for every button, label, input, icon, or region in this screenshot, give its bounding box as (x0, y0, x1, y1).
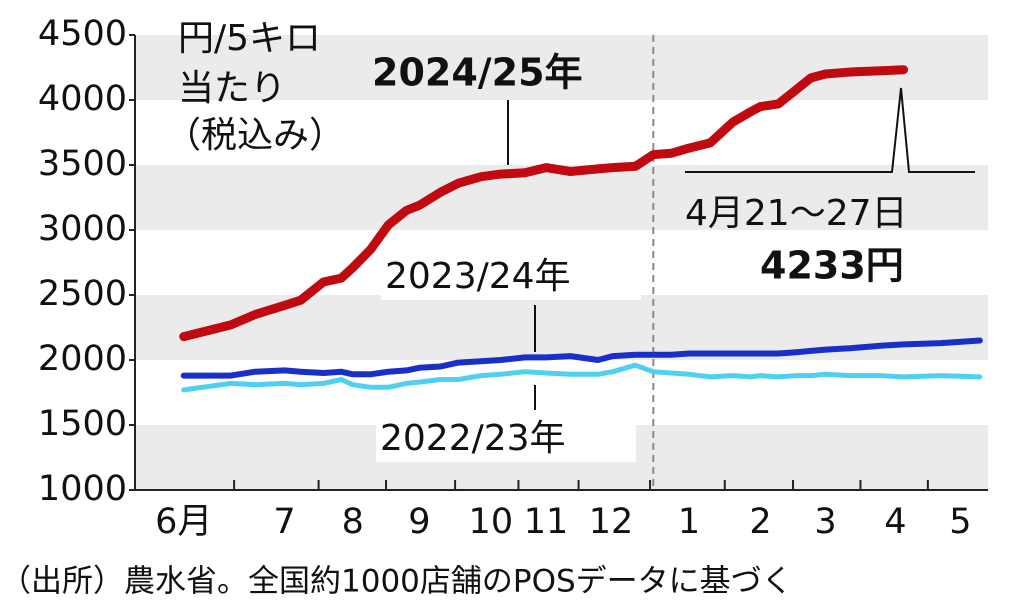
x-tick-label: 8 (342, 502, 364, 542)
y-tick-label: 1000 (38, 469, 127, 509)
x-tick-label: 3 (814, 502, 836, 542)
series-line (180, 337, 983, 379)
callout-date: 4月21～27日 (685, 193, 908, 234)
series-label: 2023/24年 (385, 256, 571, 297)
series-label: 2024/25年 (372, 51, 583, 95)
series-label: 2022/23年 (380, 418, 566, 459)
x-tick-label: 2 (749, 502, 771, 542)
y-tick-label: 3500 (38, 144, 127, 184)
x-tick-label: 6月 (155, 502, 212, 542)
x-tick-label: 5 (949, 502, 971, 542)
callout-value: 4233円 (760, 244, 904, 288)
x-tick-label: 4 (884, 502, 906, 542)
leader-line (685, 87, 975, 173)
y-tick-label: 4500 (38, 14, 127, 54)
source: （出所）農水省。全国約1000店舗のPOSデータに基づく (0, 564, 793, 600)
unit-label: 円/5キロ 当たり （税込み） (165, 18, 345, 156)
unit-line: （税込み） (165, 115, 345, 156)
x-tick-label: 1 (678, 502, 700, 542)
y-tick-label: 4000 (38, 79, 127, 119)
x-tick-label: 12 (589, 502, 634, 542)
band (135, 35, 988, 100)
x-tick-label: 10 (469, 502, 514, 542)
x-tick-label: 9 (408, 502, 430, 542)
x-tick-label: 7 (273, 502, 295, 542)
y-tick-label: 2000 (38, 339, 127, 379)
series-line (181, 362, 983, 393)
label-bg (376, 418, 636, 462)
y-tick-label: 3000 (38, 209, 127, 249)
x-tick-label: 11 (524, 502, 569, 542)
y-tick-label: 1500 (38, 404, 127, 444)
unit-line: 当たり (178, 68, 286, 109)
series-line (179, 65, 909, 342)
band (135, 165, 988, 230)
unit-line: 円/5キロ (178, 18, 321, 59)
y-tick-label: 2500 (38, 274, 127, 314)
label-bg (381, 256, 641, 300)
